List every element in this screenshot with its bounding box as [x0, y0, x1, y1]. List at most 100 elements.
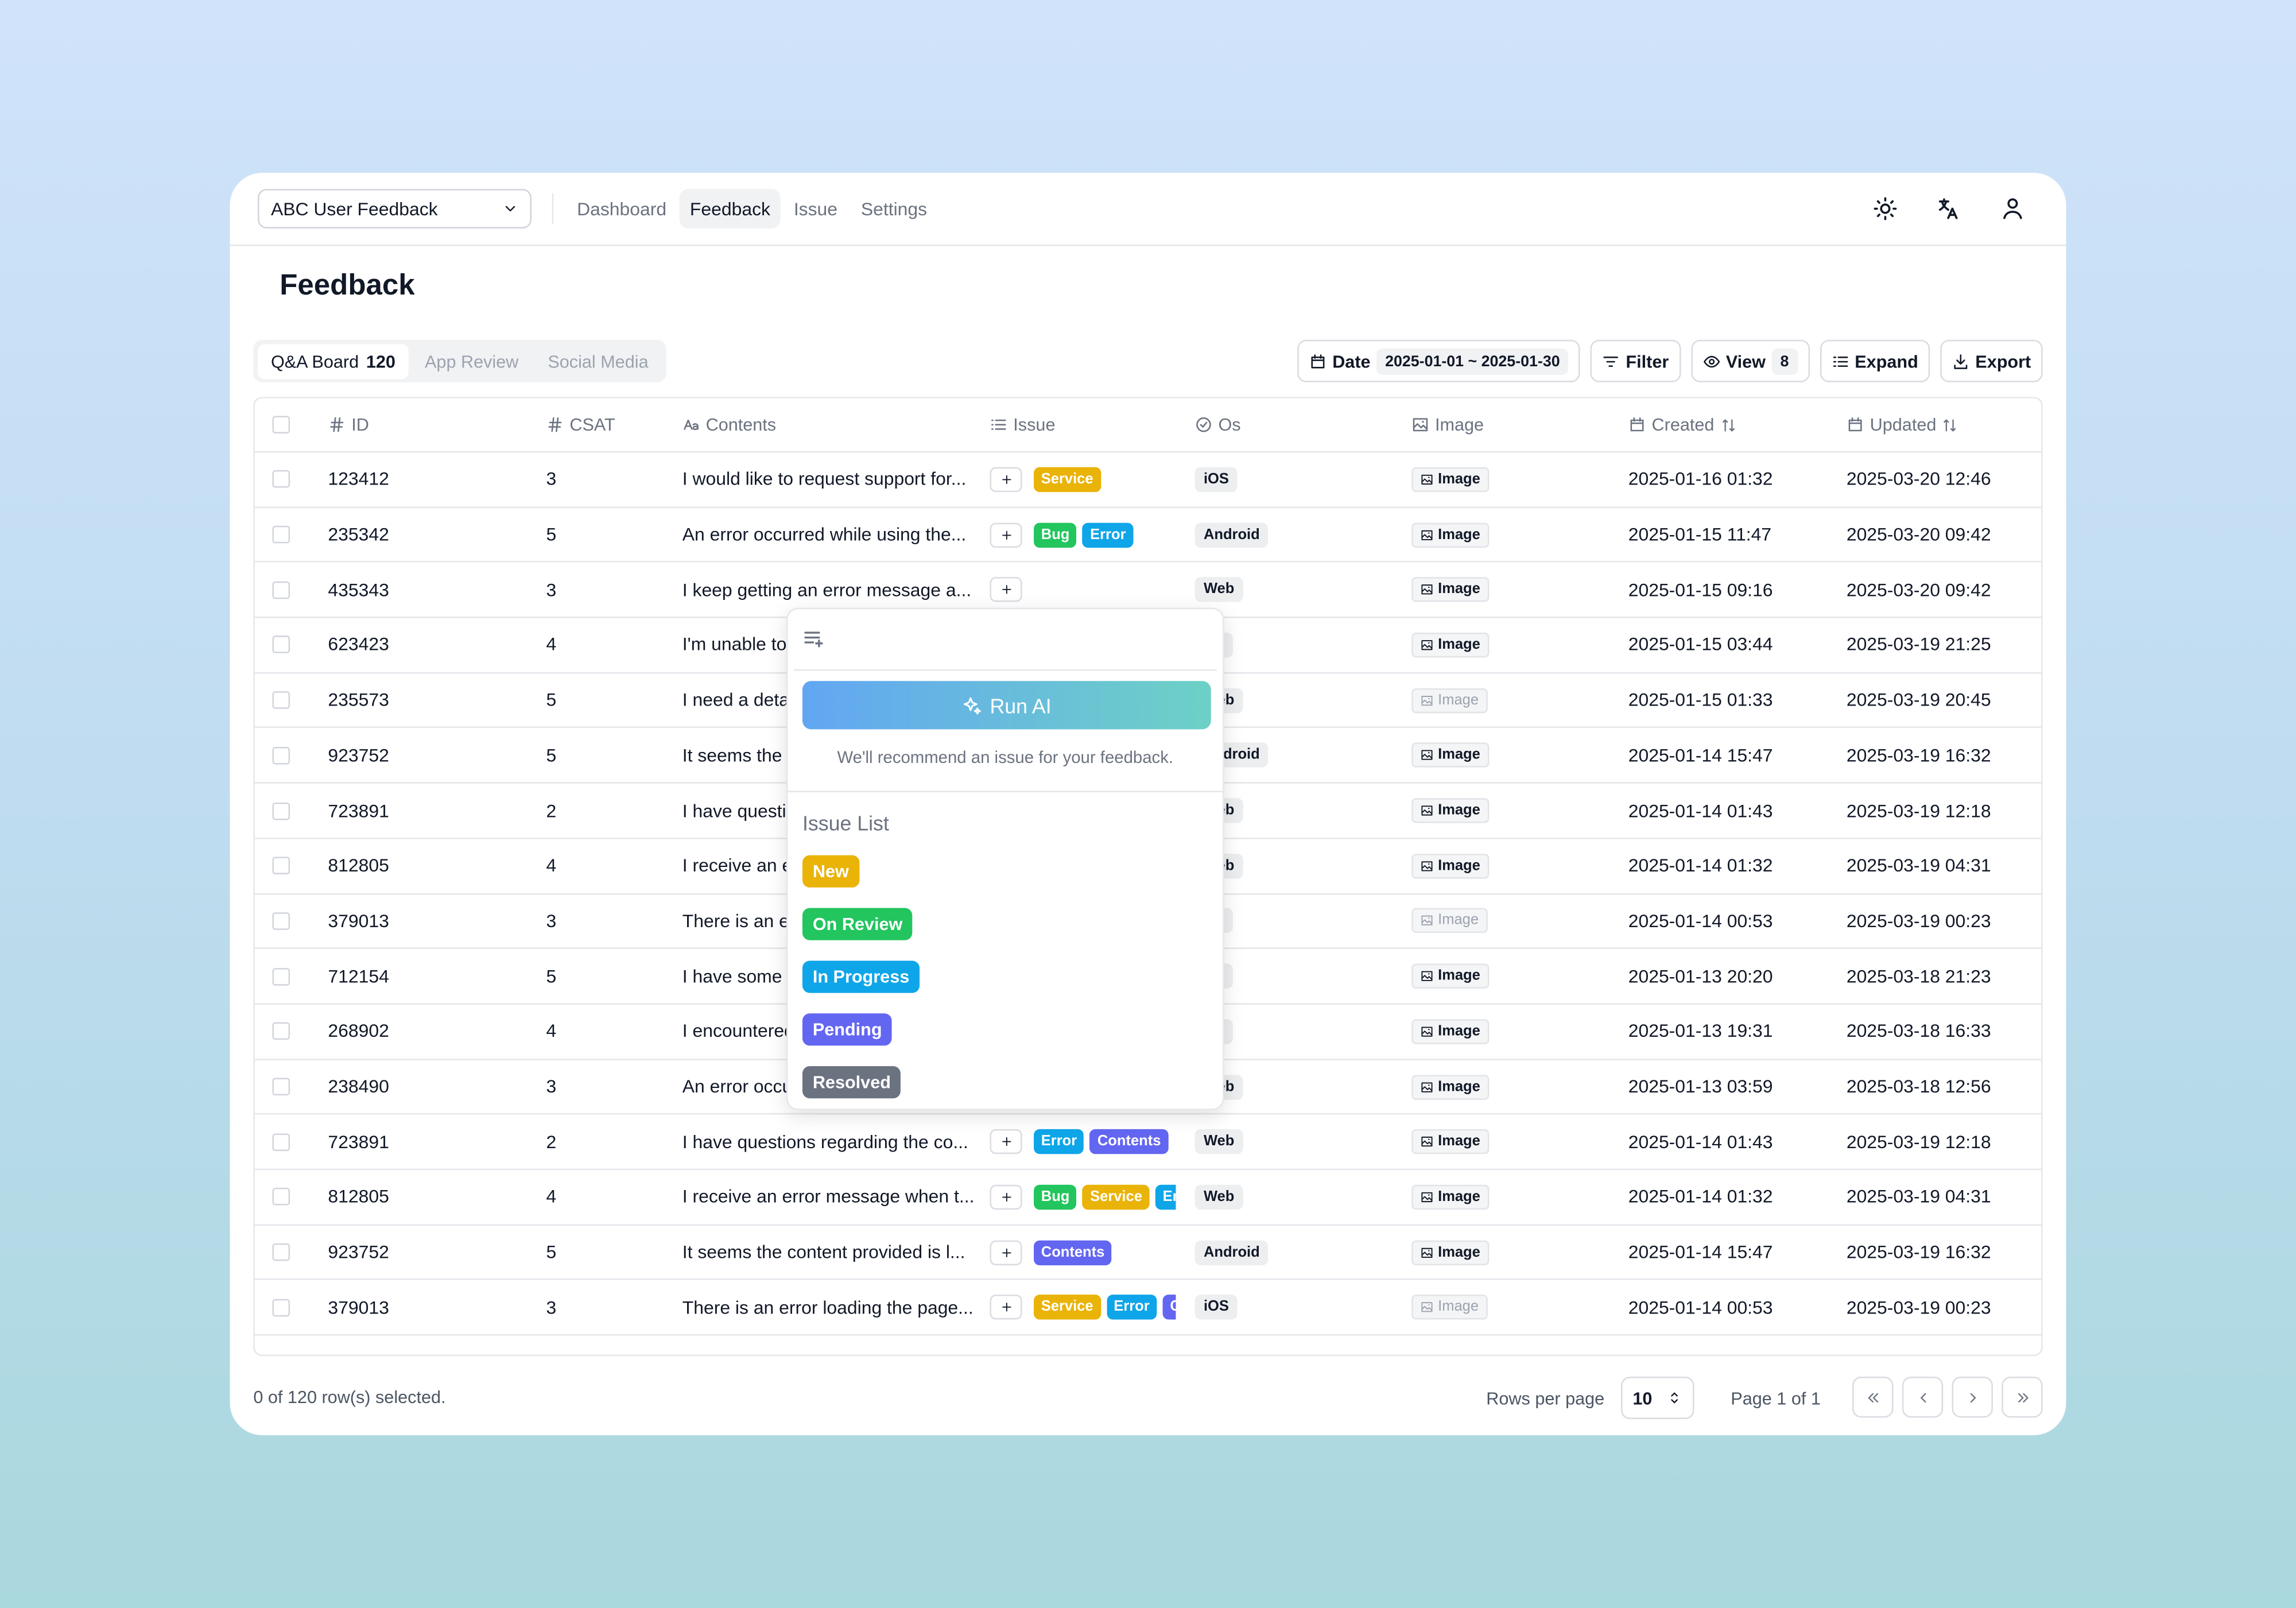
status-tag[interactable]: Pending — [802, 1013, 893, 1046]
nav-item[interactable]: Issue — [793, 198, 838, 219]
image-button[interactable]: Image — [1411, 963, 1490, 989]
profile-button[interactable] — [2000, 196, 2025, 228]
icon-path — [1867, 1392, 1878, 1402]
id-cell: 723891 — [328, 800, 389, 821]
icon — [330, 417, 344, 432]
image-button[interactable]: Image — [1411, 688, 1488, 713]
checkbox[interactable] — [272, 1022, 290, 1041]
checkbox[interactable] — [272, 1078, 290, 1096]
status-tag[interactable]: Resolved — [802, 1066, 901, 1099]
view-button[interactable]: View 8 — [1690, 339, 1810, 382]
add-issue-button[interactable] — [990, 1184, 1022, 1210]
status-tag[interactable]: In Progress — [802, 960, 920, 993]
add-issue-icon — [802, 627, 826, 658]
next-page[interactable] — [1952, 1376, 1993, 1418]
checkbox[interactable] — [272, 470, 290, 489]
issue-cell: Contents — [990, 1226, 1176, 1280]
issue-tag: Error — [1106, 1295, 1157, 1320]
image-button[interactable]: Image — [1411, 522, 1490, 547]
image-button[interactable]: Image — [1411, 1239, 1490, 1265]
csat-cell: 4 — [546, 1021, 557, 1042]
rows-per-page-select[interactable]: 10 — [1620, 1376, 1694, 1419]
icon — [1848, 417, 1862, 432]
last-page[interactable] — [2002, 1376, 2043, 1418]
checkbox[interactable] — [272, 1133, 290, 1151]
first-page[interactable] — [1852, 1376, 1894, 1418]
tab[interactable]: Q&A Board 120 — [257, 343, 409, 379]
image-cell: Image — [1411, 729, 1490, 782]
add-issue-button[interactable] — [990, 1295, 1022, 1320]
issue-cell: Service — [990, 452, 1176, 506]
nav-item[interactable]: Feedback — [680, 189, 781, 228]
checkbox[interactable] — [272, 967, 290, 985]
icon-path — [1832, 355, 1848, 366]
checkbox[interactable] — [272, 691, 290, 710]
image-button[interactable]: Image — [1411, 1129, 1490, 1154]
checkbox[interactable] — [272, 1243, 290, 1261]
checkbox[interactable] — [272, 525, 290, 544]
checkbox[interactable] — [272, 581, 290, 599]
add-issue-button[interactable] — [990, 467, 1022, 492]
checkbox[interactable] — [272, 912, 290, 930]
image-button[interactable]: Image — [1411, 1184, 1490, 1210]
image-button[interactable]: Image — [1411, 853, 1490, 878]
checkbox[interactable] — [272, 857, 290, 875]
image-button[interactable]: Image — [1411, 908, 1488, 934]
add-issue-button[interactable] — [990, 522, 1022, 547]
nav-item[interactable]: Dashboard — [577, 198, 667, 219]
export-button[interactable]: Export — [1940, 339, 2043, 382]
checkbox[interactable] — [272, 1299, 290, 1316]
icon — [1421, 1192, 1433, 1202]
tab-label: App Review — [424, 350, 519, 371]
checkbox[interactable] — [272, 801, 290, 820]
id-cell: 235342 — [328, 524, 389, 545]
add-issue-button[interactable] — [990, 1239, 1022, 1265]
prev-page[interactable] — [1902, 1376, 1944, 1418]
image-button[interactable]: Image — [1411, 798, 1490, 823]
image-button[interactable]: Image — [1411, 1019, 1490, 1044]
checkbox[interactable] — [272, 1188, 290, 1206]
add-issue-button[interactable] — [990, 1129, 1022, 1154]
icon — [1938, 198, 1958, 219]
created-cell: 2025-01-14 01:43 — [1628, 1132, 1773, 1152]
icon-path — [1413, 418, 1428, 432]
icon-path — [1421, 971, 1433, 982]
expand-button[interactable]: Expand — [1820, 339, 1930, 382]
updated-cell: 2025-03-19 16:32 — [1846, 745, 1991, 766]
image-button[interactable]: Image — [1411, 1295, 1488, 1320]
image-button[interactable]: Image — [1411, 743, 1490, 768]
add-issue-button[interactable] — [990, 577, 1022, 603]
checkbox[interactable] — [272, 636, 290, 654]
nav-item[interactable]: Settings — [860, 198, 928, 219]
id-cell: 238490 — [328, 1076, 389, 1097]
created-cell: 2025-01-15 11:47 — [1628, 524, 1772, 545]
theme-button[interactable] — [1873, 196, 1898, 228]
status-tag[interactable]: New — [802, 855, 859, 888]
icon — [1001, 1192, 1011, 1202]
language-button[interactable] — [1936, 196, 1960, 228]
workspace-select[interactable]: ABC User Feedback — [257, 189, 532, 228]
icon — [1722, 419, 1735, 431]
checkbox[interactable] — [272, 416, 290, 434]
image-button[interactable]: Image — [1411, 632, 1490, 658]
image-button[interactable]: Image — [1411, 467, 1490, 492]
checkbox-cell — [272, 1281, 290, 1335]
tab[interactable]: Social Media — [534, 343, 661, 378]
filter-button[interactable]: Filter — [1591, 339, 1681, 382]
csat-cell: 3 — [546, 579, 557, 600]
icon-path — [1630, 417, 1644, 432]
tab[interactable]: App Review — [412, 343, 532, 378]
image-button[interactable]: Image — [1411, 577, 1490, 603]
image-button[interactable]: Image — [1411, 1074, 1490, 1099]
status-tag[interactable]: On Review — [802, 908, 913, 940]
date-button[interactable]: Date 2025-01-01 ~ 2025-01-30 — [1297, 339, 1581, 382]
checkbox-cell — [272, 618, 290, 672]
id-cell: 123412 — [328, 469, 389, 490]
os-cell: Android — [1194, 1226, 1269, 1280]
run-ai-button[interactable]: Run AI — [802, 681, 1211, 730]
checkbox[interactable] — [272, 746, 290, 765]
icon-path — [1421, 474, 1433, 485]
image-cell: Image — [1411, 784, 1490, 838]
